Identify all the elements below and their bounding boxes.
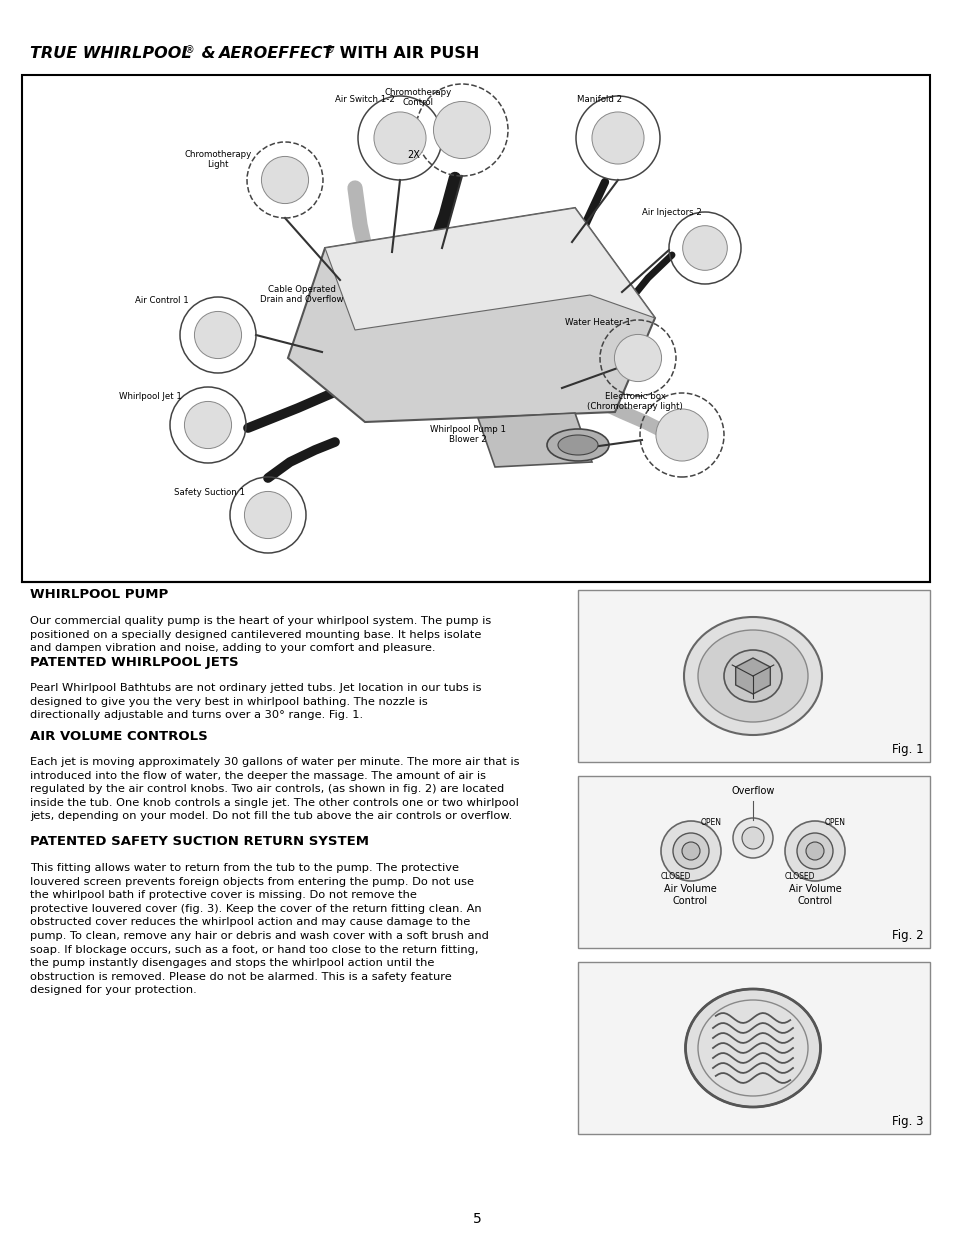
Text: PATENTED WHIRLPOOL JETS: PATENTED WHIRLPOOL JETS bbox=[30, 656, 238, 669]
Ellipse shape bbox=[723, 650, 781, 701]
Circle shape bbox=[614, 335, 660, 382]
Polygon shape bbox=[477, 412, 592, 467]
Polygon shape bbox=[325, 207, 655, 330]
Text: Safety Suction 1: Safety Suction 1 bbox=[174, 488, 245, 496]
Bar bbox=[578, 962, 929, 1134]
Text: ®: ® bbox=[325, 44, 335, 56]
Circle shape bbox=[194, 311, 241, 358]
Text: This fitting allows water to return from the tub to the pump. The protective
lou: This fitting allows water to return from… bbox=[30, 863, 488, 995]
Bar bbox=[578, 776, 929, 948]
Text: Whirlpool Pump 1
Blower 2: Whirlpool Pump 1 Blower 2 bbox=[430, 425, 505, 445]
Circle shape bbox=[796, 832, 832, 869]
Text: CLOSED: CLOSED bbox=[784, 872, 815, 881]
Text: AIR VOLUME CONTROLS: AIR VOLUME CONTROLS bbox=[30, 730, 208, 743]
Circle shape bbox=[682, 226, 726, 270]
Text: Fig. 1: Fig. 1 bbox=[891, 743, 923, 756]
Circle shape bbox=[784, 821, 844, 881]
Text: TRUE WHIRLPOOL: TRUE WHIRLPOOL bbox=[30, 46, 192, 61]
Circle shape bbox=[741, 827, 763, 848]
Polygon shape bbox=[735, 658, 769, 694]
Circle shape bbox=[261, 157, 308, 204]
Text: OPEN: OPEN bbox=[700, 818, 721, 827]
Ellipse shape bbox=[698, 630, 807, 722]
Ellipse shape bbox=[558, 435, 598, 454]
Circle shape bbox=[184, 401, 232, 448]
Circle shape bbox=[732, 818, 772, 858]
Text: Water Heater 1: Water Heater 1 bbox=[564, 317, 630, 327]
Text: Manifold 2: Manifold 2 bbox=[577, 95, 622, 104]
Text: Cable Operated
Drain and Overflow: Cable Operated Drain and Overflow bbox=[260, 284, 343, 304]
Polygon shape bbox=[288, 207, 655, 422]
Text: Chromotherapy
Light: Chromotherapy Light bbox=[184, 149, 252, 169]
Text: PATENTED SAFETY SUCTION RETURN SYSTEM: PATENTED SAFETY SUCTION RETURN SYSTEM bbox=[30, 835, 369, 848]
Circle shape bbox=[672, 832, 708, 869]
Ellipse shape bbox=[685, 989, 820, 1107]
Text: Chromotherapy
Control: Chromotherapy Control bbox=[384, 88, 451, 107]
Ellipse shape bbox=[546, 429, 608, 461]
Circle shape bbox=[656, 409, 707, 461]
Text: Each jet is moving approximately 30 gallons of water per minute. The more air th: Each jet is moving approximately 30 gall… bbox=[30, 757, 519, 821]
Text: Our commercial quality pump is the heart of your whirlpool system. The pump is
p: Our commercial quality pump is the heart… bbox=[30, 616, 491, 653]
Text: &: & bbox=[195, 46, 221, 61]
Ellipse shape bbox=[683, 618, 821, 735]
Circle shape bbox=[660, 821, 720, 881]
Text: Whirlpool Jet 1: Whirlpool Jet 1 bbox=[118, 391, 181, 401]
Text: WITH AIR PUSH: WITH AIR PUSH bbox=[334, 46, 478, 61]
Circle shape bbox=[433, 101, 490, 158]
Bar bbox=[22, 75, 929, 582]
Circle shape bbox=[374, 112, 426, 164]
Text: CLOSED: CLOSED bbox=[660, 872, 691, 881]
Ellipse shape bbox=[737, 662, 768, 690]
Text: OPEN: OPEN bbox=[824, 818, 845, 827]
Circle shape bbox=[244, 492, 292, 538]
Text: Pearl Whirlpool Bathtubs are not ordinary jetted tubs. Jet location in our tubs : Pearl Whirlpool Bathtubs are not ordinar… bbox=[30, 683, 481, 720]
Text: Air Control 1: Air Control 1 bbox=[135, 296, 189, 305]
Circle shape bbox=[805, 842, 823, 860]
Text: Electronic box
(Chromotherapy light): Electronic box (Chromotherapy light) bbox=[586, 391, 682, 411]
Text: ®: ® bbox=[185, 44, 194, 56]
Text: Air Switch 1-2: Air Switch 1-2 bbox=[335, 95, 395, 104]
Text: Overflow: Overflow bbox=[731, 785, 774, 797]
Text: WHIRLPOOL PUMP: WHIRLPOOL PUMP bbox=[30, 588, 168, 601]
Circle shape bbox=[592, 112, 643, 164]
Text: Air Volume
Control: Air Volume Control bbox=[788, 884, 841, 906]
Circle shape bbox=[681, 842, 700, 860]
Text: Fig. 3: Fig. 3 bbox=[892, 1115, 923, 1128]
Text: 2X: 2X bbox=[407, 149, 420, 161]
Text: Fig. 2: Fig. 2 bbox=[891, 929, 923, 942]
Text: Air Volume
Control: Air Volume Control bbox=[663, 884, 716, 906]
Text: AEROEFFECT: AEROEFFECT bbox=[218, 46, 333, 61]
Text: 5: 5 bbox=[472, 1212, 481, 1226]
Text: Air Injectors 2: Air Injectors 2 bbox=[641, 207, 701, 217]
Bar bbox=[578, 590, 929, 762]
